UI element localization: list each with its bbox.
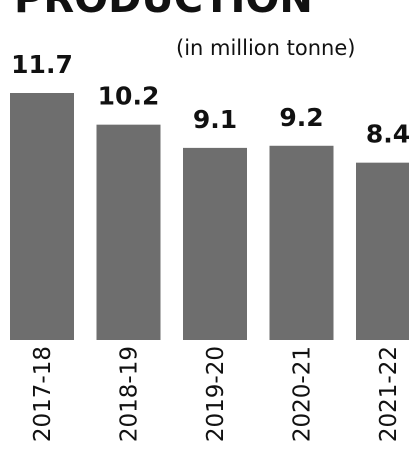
value-label: 9.1 xyxy=(193,105,237,134)
value-label: 10.2 xyxy=(98,82,160,111)
chart-title: PRODUCTION xyxy=(14,0,313,22)
bar xyxy=(183,147,247,340)
bar xyxy=(10,93,74,340)
value-label: 9.2 xyxy=(279,103,323,132)
x-tick-label: 2021-22 xyxy=(376,346,402,442)
bar xyxy=(356,162,409,340)
x-tick-label: 2020-21 xyxy=(290,346,316,442)
value-label: 8.4 xyxy=(366,120,409,149)
bar xyxy=(269,145,334,340)
value-label: 11.7 xyxy=(11,50,73,79)
x-tick-label: 2017-18 xyxy=(30,346,56,442)
chart-subtitle: (in million tonne) xyxy=(176,36,355,60)
x-tick-label: 2018-19 xyxy=(117,346,143,442)
bar xyxy=(96,124,161,341)
x-tick-label: 2019-20 xyxy=(203,346,229,442)
